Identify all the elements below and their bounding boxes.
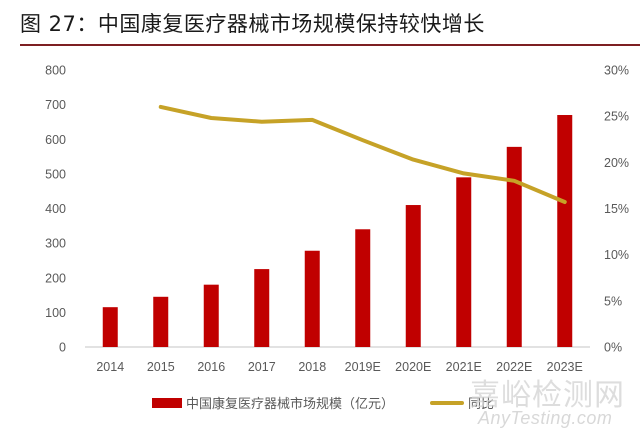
right-tick-label: 20% — [604, 156, 629, 170]
x-tick-label: 2018 — [298, 360, 326, 374]
left-tick-label: 700 — [45, 98, 66, 112]
x-axis: 2014 2015 2016 2017 2018 2019E 2020E 2021E 2022E… — [96, 360, 582, 374]
chart-title: 图 27：中国康复医疗器械市场规模保持较快增长 — [20, 12, 485, 36]
legend-item-market-size: 中国康复医疗器械市场规模（亿元） — [152, 393, 394, 412]
x-tick-label: 2014 — [96, 360, 124, 374]
bar — [456, 177, 472, 347]
left-tick-label: 800 — [45, 64, 66, 78]
bar — [355, 229, 371, 347]
x-tick-label: 2015 — [147, 360, 175, 374]
x-tick-label: 2016 — [197, 360, 225, 374]
right-tick-label: 0% — [604, 341, 622, 355]
left-tick-label: 200 — [45, 271, 66, 285]
bar — [203, 284, 219, 347]
legend-label: 同比 — [468, 397, 495, 412]
left-tick-label: 400 — [45, 202, 66, 216]
right-tick-label: 15% — [604, 202, 629, 216]
bar-series — [102, 115, 573, 347]
x-tick-label: 2021E — [446, 360, 482, 374]
right-y-axis: 0% 5% 10% 15% 20% 25% 30% — [604, 64, 629, 355]
title-divider — [20, 44, 640, 46]
x-tick-label: 2023E — [547, 360, 583, 374]
bar-swatch-icon — [152, 397, 182, 408]
legend-item-yoy: 同比 — [430, 393, 494, 412]
bar — [506, 146, 522, 347]
left-tick-label: 300 — [45, 237, 66, 251]
right-tick-label: 25% — [604, 110, 629, 124]
left-tick-label: 600 — [45, 133, 66, 147]
right-tick-label: 30% — [604, 64, 629, 78]
bar — [102, 307, 118, 347]
legend: 中国康复医疗器械市场规模（亿元） 同比 — [152, 393, 530, 412]
right-tick-label: 10% — [604, 248, 629, 262]
bar — [153, 296, 169, 347]
bar — [304, 250, 320, 347]
right-tick-label: 5% — [604, 294, 622, 308]
left-tick-label: 500 — [45, 167, 66, 181]
x-tick-label: 2020E — [395, 360, 431, 374]
left-tick-label: 0 — [59, 341, 66, 355]
yoy-line-series — [158, 104, 567, 204]
x-tick-label: 2022E — [496, 360, 532, 374]
left-y-axis: 0 100 200 300 400 500 600 700 800 — [45, 64, 66, 355]
bar — [405, 205, 421, 347]
bar — [254, 269, 270, 347]
x-tick-label: 2019E — [345, 360, 381, 374]
left-tick-label: 100 — [45, 306, 66, 320]
line-swatch-icon — [430, 400, 465, 405]
x-tick-label: 2017 — [248, 360, 276, 374]
bar — [557, 115, 573, 347]
legend-label: 中国康复医疗器械市场规模（亿元） — [186, 397, 395, 412]
